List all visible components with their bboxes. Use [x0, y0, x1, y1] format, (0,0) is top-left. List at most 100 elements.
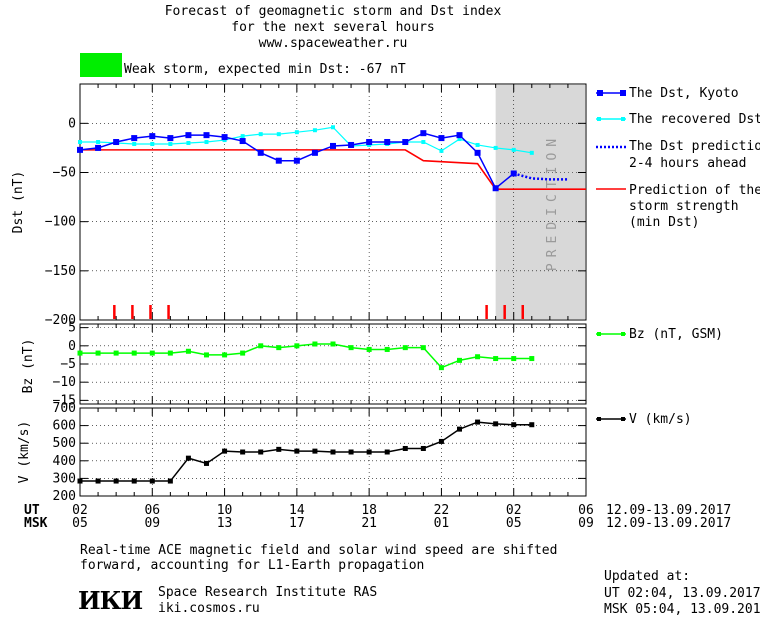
legend-storm-strength-line2: storm strength — [629, 199, 739, 214]
v-ytick-label: 200 — [53, 489, 76, 504]
ut-tick-label: 18 — [361, 503, 377, 518]
v-point — [204, 460, 209, 466]
chart-title-line2: for the next several hours — [231, 20, 435, 35]
chart-title-line1: Forecast of geomagnetic storm and Dst in… — [164, 4, 502, 19]
legend-storm-strength-line1: Prediction of the — [629, 183, 760, 198]
ut-date-range: 12.09-13.09.2017 — [606, 503, 731, 518]
dst-kyoto-point — [492, 185, 499, 192]
bz-point — [77, 350, 83, 356]
ut-tick-label: 02 — [506, 503, 522, 518]
dst-ytick-label: 0 — [68, 116, 76, 131]
bz-point — [330, 341, 336, 347]
bz-ytick-label: 5 — [68, 321, 76, 336]
v-point — [276, 446, 282, 452]
v-point — [222, 448, 228, 454]
bz-line — [80, 343, 532, 369]
legend-dst-recovered-marker — [621, 117, 625, 121]
legend-dst-prediction-line1: The Dst prediction — [629, 139, 760, 154]
dst-recovered-point — [240, 134, 245, 139]
updated-msk: MSK 05:04, 13.09.2017 — [604, 602, 760, 617]
bz-point — [438, 365, 444, 371]
msk-tick-label: 17 — [289, 516, 305, 531]
v-point — [113, 478, 119, 484]
v-point — [312, 448, 318, 454]
dst-recovered-point — [421, 140, 426, 145]
msk-tick-label: 13 — [217, 516, 233, 531]
dst-recovered-point — [168, 141, 173, 146]
v-point — [475, 419, 481, 425]
bz-point — [312, 341, 318, 347]
v-point — [294, 448, 300, 454]
dst-prediction-line — [513, 172, 568, 181]
v-point — [402, 445, 408, 451]
legend-bz-marker — [621, 332, 625, 336]
bz-point — [475, 354, 481, 360]
dst-ytick-label: −200 — [45, 313, 76, 328]
dst-ytick-label: −150 — [45, 264, 76, 279]
bz-point — [185, 348, 191, 354]
institute-site[interactable]: iki.cosmos.ru — [158, 601, 260, 616]
dst-recovered-line — [80, 126, 532, 154]
iki-logo: ИКИ — [78, 586, 143, 615]
v-point — [366, 449, 372, 455]
legend-dst-recovered: The recovered Dst — [629, 112, 760, 127]
dst-kyoto-point — [402, 139, 409, 146]
bz-point — [131, 350, 137, 356]
v-ytick-label: 700 — [53, 401, 76, 416]
v-point — [258, 449, 264, 455]
source-url[interactable]: www.spaceweather.ru — [258, 36, 408, 51]
bz-point — [402, 345, 408, 351]
v-ytick-label: 600 — [53, 419, 76, 434]
footer-note-line2: forward, accounting for L1-Earth propaga… — [80, 558, 425, 573]
dst-recovered-point — [439, 148, 444, 153]
v-point — [131, 478, 137, 484]
v-point — [529, 422, 535, 428]
ut-tick-label: 02 — [72, 503, 88, 518]
dst-axis-label: Dst (nT) — [11, 171, 26, 234]
ut-tick-label: 14 — [289, 503, 305, 518]
msk-tick-label: 01 — [434, 516, 450, 531]
v-ytick-label: 500 — [53, 436, 76, 451]
legend-v: V (km/s) — [629, 412, 692, 427]
msk-tick-label: 09 — [578, 516, 594, 531]
dst-kyoto-point — [239, 138, 246, 145]
v-point — [438, 438, 444, 444]
storm-level-swatch — [80, 53, 122, 77]
bz-point — [420, 345, 426, 351]
v-line — [80, 421, 532, 482]
bz-point — [240, 350, 246, 356]
dst-kyoto-point — [275, 157, 282, 164]
legend-bz-marker — [597, 332, 601, 336]
dst-recovered-point — [475, 142, 480, 147]
v-point — [457, 426, 462, 432]
bz-point — [113, 350, 119, 356]
bz-point — [529, 356, 535, 362]
bz-point — [276, 345, 282, 351]
ut-axis-label: UT — [24, 503, 40, 518]
dst-recovered-point — [186, 141, 191, 145]
bz-ytick-label: −5 — [60, 357, 76, 372]
dst-recovered-point — [204, 140, 209, 145]
bz-ytick-label: −10 — [53, 375, 76, 390]
v-point — [240, 449, 246, 455]
msk-axis-label: MSK — [24, 516, 48, 531]
bz-ytick-label: 0 — [68, 339, 76, 354]
dst-kyoto-point — [131, 135, 138, 142]
ut-tick-label: 06 — [578, 503, 594, 518]
dst-recovered-point — [258, 132, 263, 137]
msk-date-range: 12.09-13.09.2017 — [606, 516, 731, 531]
updated-ut: UT 02:04, 13.09.2017 — [604, 586, 760, 601]
ut-tick-label: 10 — [217, 503, 233, 518]
dst-kyoto-point — [77, 146, 83, 153]
dst-ytick-label: −50 — [53, 166, 76, 181]
bz-point — [222, 352, 228, 358]
storm-forecast-text: Weak storm, expected min Dst: -67 nT — [124, 62, 406, 77]
legend-dst-kyoto: The Dst, Kyoto — [629, 86, 739, 101]
dst-kyoto-point — [185, 132, 192, 139]
msk-tick-label: 05 — [506, 516, 522, 531]
v-point — [330, 449, 336, 455]
bz-point — [167, 350, 173, 356]
dst-kyoto-point — [330, 142, 336, 149]
legend-dst-prediction-line2: 2-4 hours ahead — [629, 156, 746, 171]
